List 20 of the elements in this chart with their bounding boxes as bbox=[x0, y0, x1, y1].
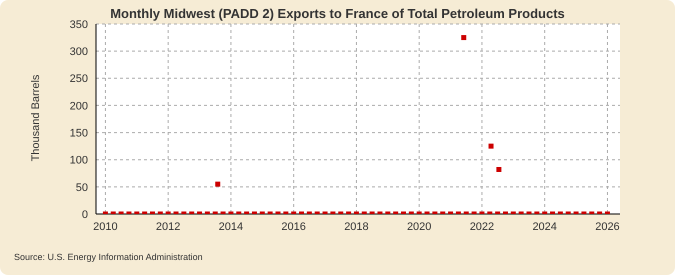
x-tick-label: 2018 bbox=[344, 220, 369, 233]
x-tick-label: 2014 bbox=[218, 220, 244, 233]
x-tick-label: 2010 bbox=[93, 220, 118, 233]
y-tick-label: 150 bbox=[70, 127, 88, 140]
x-tick-label: 2022 bbox=[470, 220, 494, 233]
y-tick-label: 0 bbox=[82, 208, 88, 221]
y-tick-label: 100 bbox=[70, 154, 88, 167]
x-tick-label: 2024 bbox=[532, 220, 557, 233]
x-tick-label: 2026 bbox=[595, 220, 620, 233]
y-tick-label: 50 bbox=[76, 182, 88, 194]
x-tick-label: 2012 bbox=[156, 220, 180, 233]
chart-title: Monthly Midwest (PADD 2) Exports to France of Total Petroleum Products bbox=[110, 6, 565, 21]
y-tick-label: 300 bbox=[70, 46, 88, 58]
x-tick-label: 2020 bbox=[406, 220, 432, 233]
x-tick-label: 2016 bbox=[281, 220, 306, 233]
y-tick-label: 200 bbox=[70, 100, 88, 112]
y-axis-title: Thousand Barrels bbox=[30, 74, 42, 162]
y-tick-label: 350 bbox=[70, 18, 88, 31]
source-note: Source: U.S. Energy Information Administration bbox=[14, 252, 203, 262]
y-tick-label: 250 bbox=[70, 73, 88, 86]
